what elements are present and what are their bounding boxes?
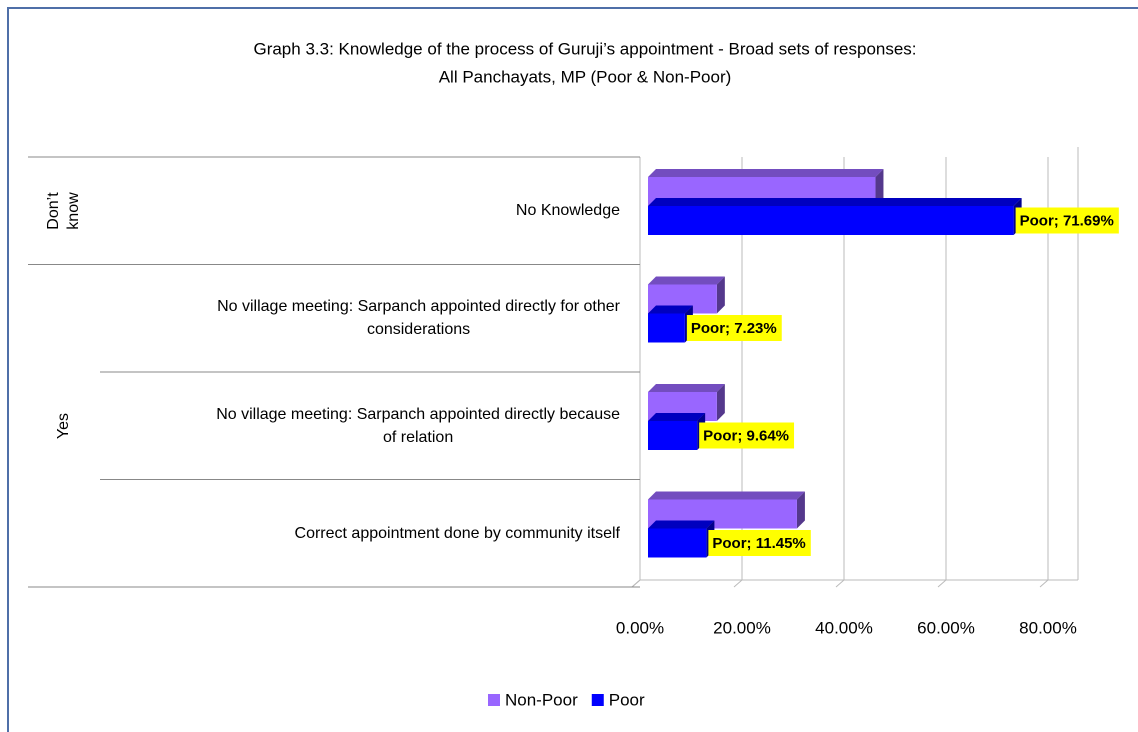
value-label: Poor; 11.45% bbox=[712, 535, 805, 552]
x-tick-label: 0.00% bbox=[616, 618, 664, 637]
bar-top bbox=[648, 413, 706, 421]
bar-top bbox=[648, 169, 884, 177]
category-label-line: of relation bbox=[382, 428, 454, 446]
grid-line bbox=[1039, 579, 1049, 588]
x-tick-label: 80.00% bbox=[1019, 618, 1077, 637]
category-label-block: No Knowledge bbox=[516, 199, 620, 222]
bar-top bbox=[648, 198, 1022, 206]
x-tick-label: 40.00% bbox=[815, 618, 873, 637]
chart-title: Graph 3.3: Knowledge of the process of G… bbox=[253, 39, 916, 58]
bar-top bbox=[648, 384, 725, 392]
chart-title: All Panchayats, MP (Poor & Non-Poor) bbox=[439, 67, 732, 86]
grid-line bbox=[733, 579, 743, 588]
value-label-bg bbox=[1015, 207, 1119, 234]
bar-side bbox=[716, 276, 725, 314]
category-label-line: No Knowledge bbox=[515, 202, 620, 220]
bar-top bbox=[648, 520, 715, 529]
value-label: Poor; 71.69% bbox=[1020, 212, 1114, 229]
bar-top bbox=[648, 276, 725, 285]
bar-front bbox=[648, 313, 685, 343]
category-label-line: No village meeting: Sarpanch appointed d… bbox=[217, 298, 620, 316]
group-label-text: Don’t know bbox=[45, 192, 82, 230]
bar-side bbox=[875, 169, 884, 206]
bar-front bbox=[648, 421, 698, 450]
category-label: No village meeting: Sarpanch appointed d… bbox=[105, 372, 620, 480]
bar-side bbox=[796, 491, 805, 529]
grid-line bbox=[631, 579, 641, 588]
value-label-bg bbox=[699, 422, 795, 449]
category-label: No Knowledge bbox=[105, 157, 620, 265]
value-label-bg bbox=[686, 315, 782, 341]
legend-swatch bbox=[591, 694, 604, 706]
value-label: Poor; 7.23% bbox=[691, 320, 777, 337]
category-label-block: Correct appointment done by community it… bbox=[295, 522, 620, 545]
group-label-text: Yes bbox=[55, 412, 72, 439]
value-label-bg bbox=[708, 530, 811, 556]
bar bbox=[648, 198, 1022, 235]
bar-side bbox=[716, 384, 725, 421]
bar bbox=[648, 520, 715, 558]
frame bbox=[7, 7, 1138, 732]
category-label-block: No village meeting: Sarpanch appointed d… bbox=[217, 295, 620, 341]
group-label: Don’t know bbox=[42, 161, 86, 261]
category-label: No village meeting: Sarpanch appointed d… bbox=[105, 265, 620, 373]
bar bbox=[648, 305, 693, 343]
bar-top bbox=[648, 305, 693, 314]
bar bbox=[648, 413, 706, 450]
bar-front bbox=[648, 206, 1014, 235]
bar-front bbox=[648, 528, 707, 558]
legend-swatch bbox=[488, 694, 500, 706]
x-tick-label: 20.00% bbox=[713, 618, 771, 637]
x-tick-label: 60.00% bbox=[917, 618, 975, 637]
bar-top bbox=[648, 491, 805, 500]
grid-line bbox=[937, 579, 947, 588]
category-label-line: No village meeting: Sarpanch appointed d… bbox=[216, 405, 620, 423]
grid-line bbox=[835, 579, 845, 588]
legend-label: Non-Poor bbox=[505, 690, 578, 709]
category-label-line: considerations bbox=[366, 321, 471, 339]
category-label-block: No village meeting: Sarpanch appointed d… bbox=[216, 403, 620, 449]
category-label: Correct appointment done by community it… bbox=[105, 480, 620, 588]
legend-label: Poor bbox=[609, 690, 645, 709]
category-label-line: Correct appointment done by community it… bbox=[294, 524, 620, 542]
value-label: Poor; 9.64% bbox=[703, 427, 789, 444]
group-label: Yes bbox=[42, 376, 86, 476]
